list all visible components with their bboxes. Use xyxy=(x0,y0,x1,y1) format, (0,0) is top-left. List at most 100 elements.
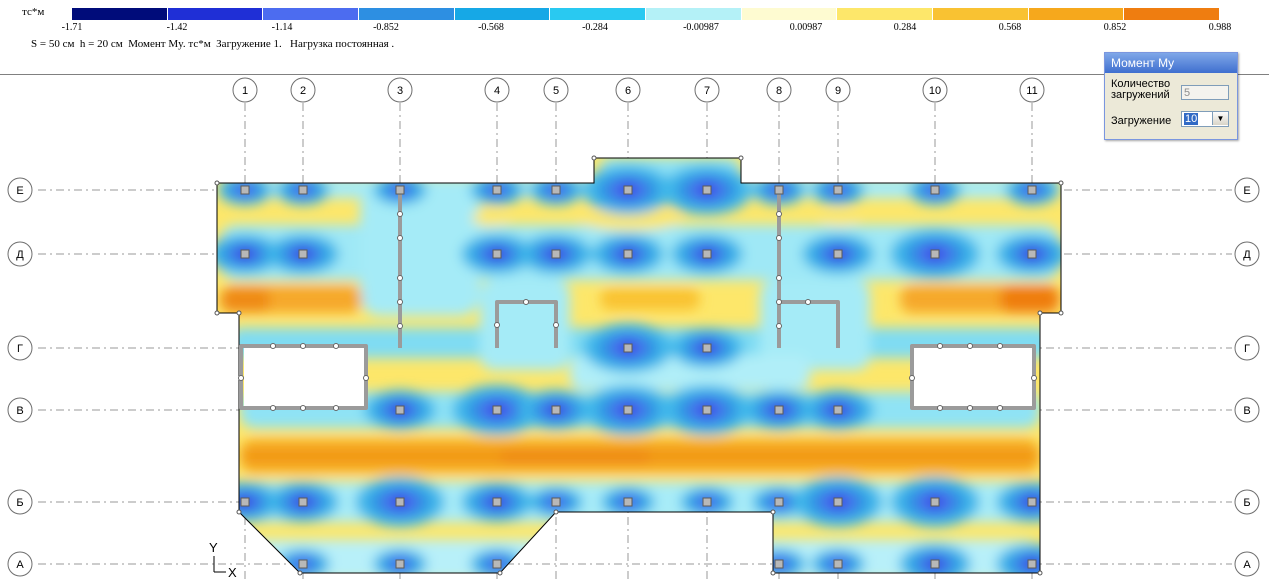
column[interactable] xyxy=(395,559,405,569)
column[interactable] xyxy=(833,559,843,569)
column[interactable] xyxy=(1027,497,1037,507)
grid-axis-label: Е xyxy=(1243,185,1250,197)
wall-node xyxy=(238,375,244,381)
header-separator xyxy=(0,74,1269,75)
grid-axis-marker-row: Г xyxy=(1234,335,1260,361)
column[interactable] xyxy=(240,497,250,507)
column[interactable] xyxy=(1027,559,1037,569)
column[interactable] xyxy=(298,249,308,259)
column[interactable] xyxy=(623,249,633,259)
column[interactable] xyxy=(833,185,843,195)
outline-node xyxy=(236,509,242,515)
column[interactable] xyxy=(551,405,561,415)
column[interactable] xyxy=(492,559,502,569)
column[interactable] xyxy=(833,249,843,259)
wall-node xyxy=(270,343,276,349)
column[interactable] xyxy=(702,185,712,195)
column[interactable] xyxy=(774,559,784,569)
legend-swatch xyxy=(932,8,1029,20)
column[interactable] xyxy=(930,497,940,507)
column[interactable] xyxy=(492,185,502,195)
color-scale-bar xyxy=(72,8,1220,20)
grid-axis-marker-row: Е xyxy=(7,177,33,203)
column[interactable] xyxy=(702,343,712,353)
wall-node xyxy=(776,323,782,329)
height-value: 20 см xyxy=(97,38,123,50)
outline-node xyxy=(1058,310,1064,316)
column[interactable] xyxy=(492,497,502,507)
column[interactable] xyxy=(298,185,308,195)
column[interactable] xyxy=(774,185,784,195)
column[interactable] xyxy=(623,405,633,415)
grid-axis-label: Е xyxy=(16,185,23,197)
column[interactable] xyxy=(298,497,308,507)
column[interactable] xyxy=(551,249,561,259)
wall-node xyxy=(397,235,403,241)
column[interactable] xyxy=(395,405,405,415)
wall-node xyxy=(494,322,500,328)
column[interactable] xyxy=(395,497,405,507)
grid-axis-label: 7 xyxy=(704,85,710,97)
column[interactable] xyxy=(492,249,502,259)
column[interactable] xyxy=(833,405,843,415)
y-axis-label: Y xyxy=(209,540,218,555)
column[interactable] xyxy=(623,343,633,353)
legend-tick-label: 0.568 xyxy=(998,22,1022,33)
loadcase-name: Загружение 1. xyxy=(216,38,282,50)
grid-axis-label: Г xyxy=(1244,343,1250,355)
outline-node xyxy=(214,310,220,316)
column[interactable] xyxy=(623,497,633,507)
column[interactable] xyxy=(298,559,308,569)
wall-node xyxy=(397,275,403,281)
grid-axis-marker-row: В xyxy=(1234,397,1260,423)
panel-title[interactable]: Момент My xyxy=(1105,53,1237,73)
legend-swatch xyxy=(72,8,168,20)
column[interactable] xyxy=(240,249,250,259)
grid-axis-marker-col: 8 xyxy=(766,77,792,103)
loadcase-select[interactable]: 10 ▼ xyxy=(1181,111,1229,127)
grid-axis-marker-col: 10 xyxy=(922,77,948,103)
grid-axis-label: 5 xyxy=(553,85,559,97)
column[interactable] xyxy=(623,185,633,195)
grid-axis-label: В xyxy=(16,405,23,417)
grid-axis-marker-row: Б xyxy=(1234,489,1260,515)
wall xyxy=(910,344,1036,410)
column[interactable] xyxy=(702,249,712,259)
column[interactable] xyxy=(551,185,561,195)
column[interactable] xyxy=(1027,185,1037,195)
column[interactable] xyxy=(930,249,940,259)
wall-node xyxy=(997,405,1003,411)
wall-node xyxy=(776,275,782,281)
legend-swatch xyxy=(358,8,455,20)
grid-axis-marker-row: А xyxy=(1234,551,1260,577)
thickness-label: S = xyxy=(31,38,47,50)
outline-node xyxy=(297,570,303,576)
column[interactable] xyxy=(774,405,784,415)
grid-axis-label: 4 xyxy=(494,85,500,97)
wall-node xyxy=(937,405,943,411)
column[interactable] xyxy=(240,185,250,195)
column[interactable] xyxy=(833,497,843,507)
column[interactable] xyxy=(395,185,405,195)
chevron-down-icon[interactable]: ▼ xyxy=(1212,112,1228,125)
column[interactable] xyxy=(702,405,712,415)
grid-axis-label: 2 xyxy=(300,85,306,97)
column[interactable] xyxy=(492,405,502,415)
column[interactable] xyxy=(702,497,712,507)
grid-axis-label: 10 xyxy=(929,85,941,97)
column[interactable] xyxy=(930,185,940,195)
wall-node xyxy=(967,343,973,349)
column[interactable] xyxy=(774,497,784,507)
grid-axis-label: А xyxy=(1243,559,1251,571)
wall-node xyxy=(523,299,529,305)
column[interactable] xyxy=(1027,249,1037,259)
column[interactable] xyxy=(930,559,940,569)
walls-layer xyxy=(214,155,1064,576)
column[interactable] xyxy=(551,497,561,507)
wall-node xyxy=(776,211,782,217)
wall-node xyxy=(300,405,306,411)
grid-axis-label: 6 xyxy=(625,85,631,97)
grid-axis-label: Б xyxy=(16,497,23,509)
moment-my-panel[interactable]: Момент My Количество загружений 5 Загруж… xyxy=(1104,52,1238,140)
